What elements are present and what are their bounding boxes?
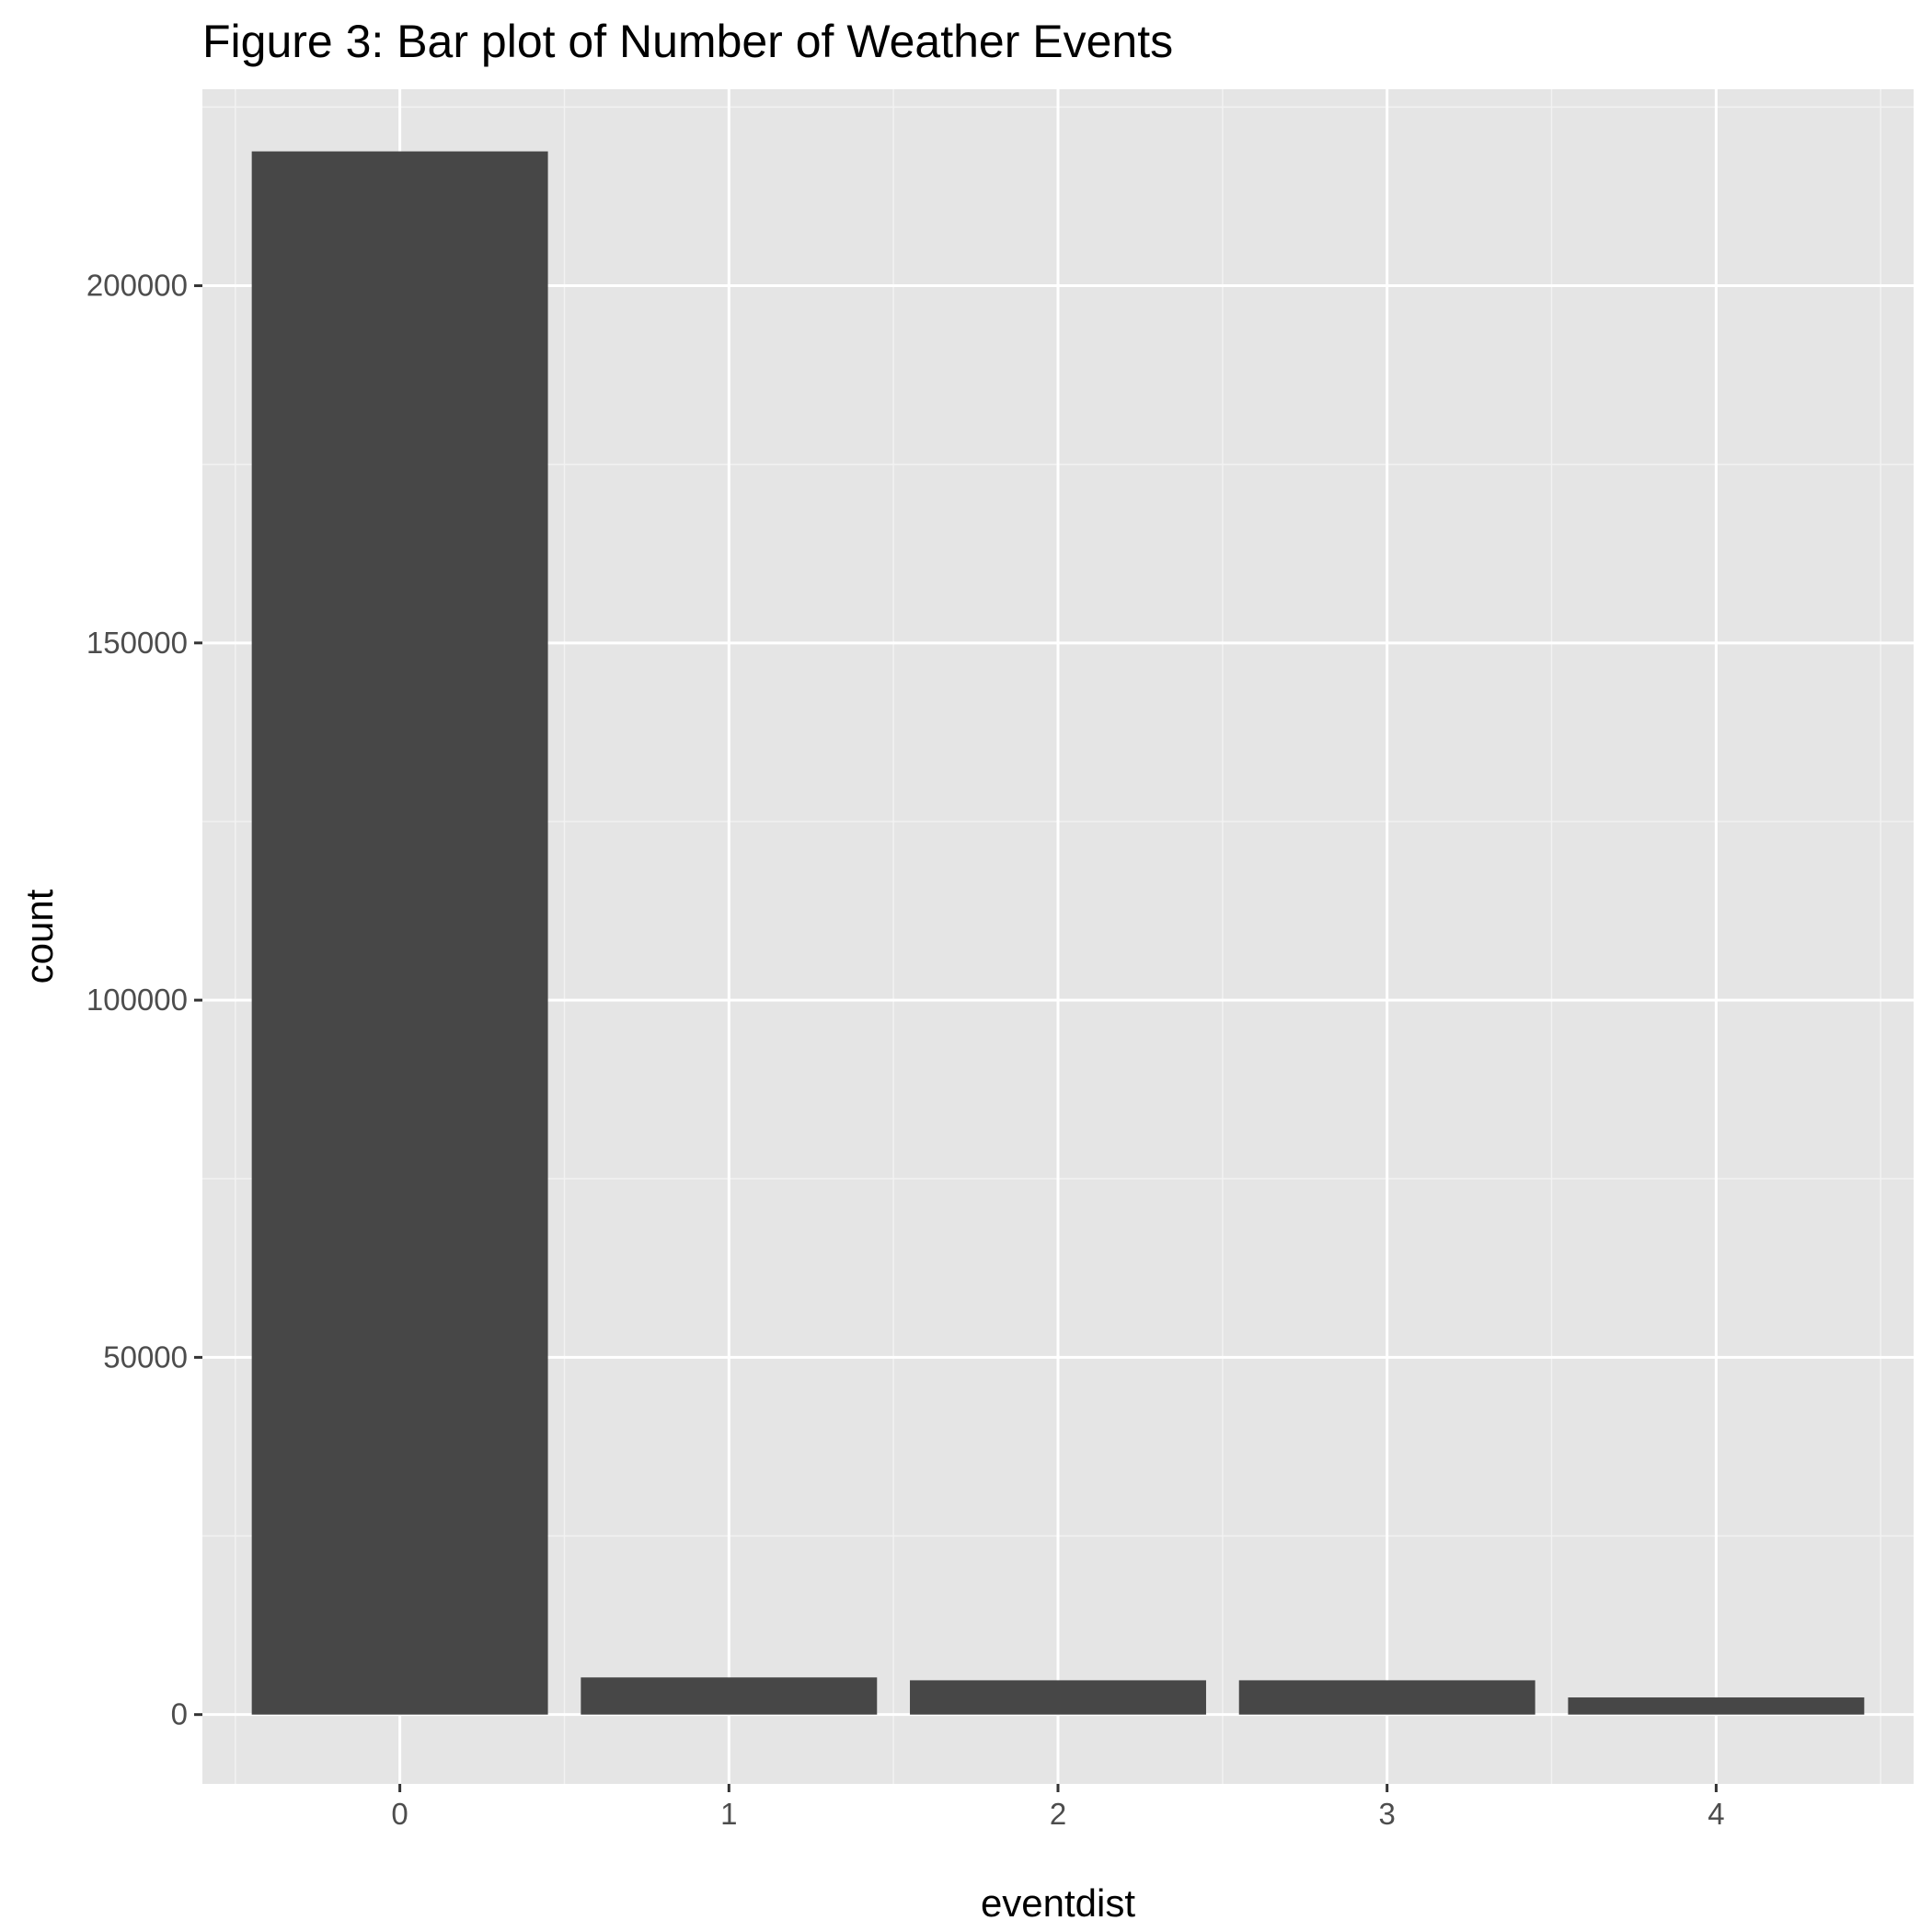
x-axis-title: eventdist bbox=[981, 1881, 1135, 1925]
bars bbox=[251, 151, 1865, 1715]
bar-4 bbox=[1568, 1697, 1865, 1715]
bar-2 bbox=[910, 1680, 1206, 1715]
chart-title: Figure 3: Bar plot of Number of Weather … bbox=[202, 16, 1173, 67]
x-tick-label: 0 bbox=[391, 1797, 408, 1831]
x-tick-label: 4 bbox=[1708, 1797, 1724, 1831]
y-axis-title: count bbox=[17, 889, 61, 983]
y-tick-label: 50000 bbox=[103, 1340, 188, 1374]
x-axis: 0 1 2 3 4 bbox=[391, 1784, 1725, 1831]
bar-1 bbox=[581, 1677, 878, 1715]
y-tick-label: 0 bbox=[171, 1697, 188, 1731]
y-tick-label: 100000 bbox=[86, 983, 188, 1017]
x-tick-label: 1 bbox=[720, 1797, 737, 1831]
y-tick-label: 150000 bbox=[86, 626, 188, 660]
x-tick-label: 2 bbox=[1050, 1797, 1066, 1831]
bar-3 bbox=[1238, 1680, 1535, 1715]
y-axis: 0 50000 100000 150000 200000 bbox=[86, 269, 202, 1731]
bar-0 bbox=[251, 151, 548, 1715]
y-tick-label: 200000 bbox=[86, 269, 188, 303]
x-tick-label: 3 bbox=[1379, 1797, 1396, 1831]
